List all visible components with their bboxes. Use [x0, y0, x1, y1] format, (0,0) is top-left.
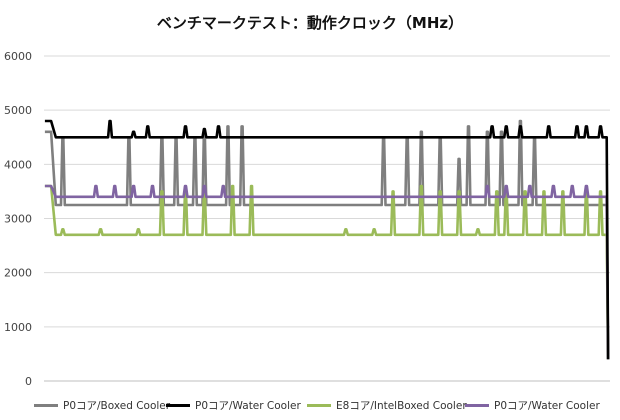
legend-item-2: P0コア/Water Cooler [166, 398, 301, 413]
legend-swatch-3 [307, 404, 331, 407]
series-line-1 [44, 119, 610, 360]
legend-swatch-1 [34, 404, 58, 407]
y-tick-label-3000: 3000 [4, 213, 32, 226]
legend-label-1: P0コア/Boxed Cooler [63, 400, 171, 412]
legend-label-3: E8コア/IntelBoxed Cooler [336, 400, 467, 412]
legend-item-1: P0コア/Boxed Cooler [34, 398, 170, 413]
y-tick-label-4000: 4000 [4, 158, 32, 171]
legend-item-3: E8コア/IntelBoxed Cooler [307, 398, 467, 413]
legend-label-2: P0コア/Water Cooler [195, 400, 301, 412]
legend-label-4: P0コア/Water Cooler [494, 400, 600, 412]
legend-swatch-4 [465, 404, 489, 407]
series-line-2 [44, 119, 610, 360]
y-tick-label-0: 0 [25, 375, 32, 388]
chart-legend: P0コア/Boxed Cooler P0コア/Water Cooler E8コア/I… [0, 398, 620, 414]
y-tick-label-2000: 2000 [4, 267, 32, 280]
y-tick-label-5000: 5000 [4, 104, 32, 117]
y-tick-label-1000: 1000 [4, 321, 32, 334]
chart-title: ベンチマークテスト：動作クロック（MHz） [156, 14, 464, 32]
legend-item-4: P0コア/Water Cooler [465, 398, 600, 413]
series-line-3 [44, 184, 610, 360]
series-line-4 [44, 184, 610, 360]
legend-swatch-2 [166, 404, 190, 407]
y-tick-label-6000: 6000 [4, 50, 32, 63]
